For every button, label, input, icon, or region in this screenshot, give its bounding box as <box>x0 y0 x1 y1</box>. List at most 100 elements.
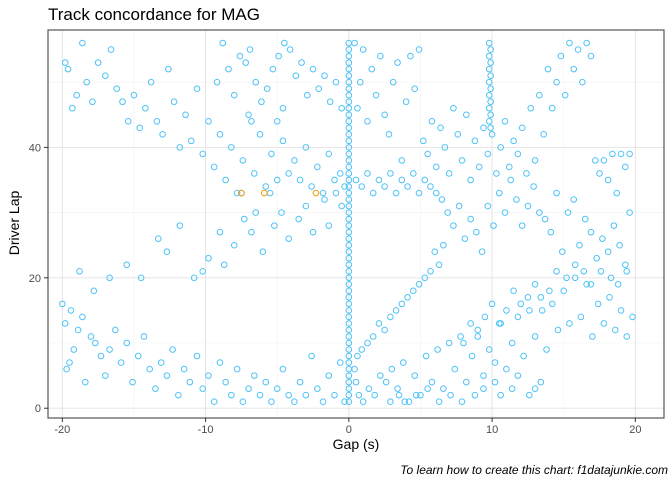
data-point <box>485 39 493 47</box>
data-point <box>487 111 494 119</box>
data-point <box>89 98 96 106</box>
data-point <box>616 241 623 249</box>
data-point <box>279 104 287 112</box>
data-point <box>73 91 80 99</box>
data-point <box>258 98 265 106</box>
data-point <box>70 346 78 353</box>
plot-panel <box>48 30 664 418</box>
data-point <box>358 183 366 190</box>
data-point <box>246 46 254 53</box>
data-point <box>411 85 419 92</box>
data-point <box>331 176 338 184</box>
data-point <box>250 170 258 177</box>
data-point <box>392 307 400 314</box>
data-point <box>345 170 353 177</box>
data-point <box>352 378 360 386</box>
data-point <box>507 176 515 184</box>
data-point <box>428 117 436 125</box>
data-point <box>458 398 466 405</box>
data-point <box>577 313 585 321</box>
data-point <box>345 326 353 334</box>
data-point <box>611 326 619 334</box>
data-point <box>61 320 69 327</box>
data-point <box>435 398 443 405</box>
data-point <box>102 372 109 379</box>
data-point <box>410 170 417 177</box>
data-point <box>345 46 353 53</box>
data-point <box>487 46 494 53</box>
data-point <box>205 254 212 262</box>
highlight-point <box>261 189 268 197</box>
data-point <box>468 352 476 360</box>
data-point <box>285 170 292 177</box>
data-point <box>524 294 532 301</box>
data-point <box>395 391 403 399</box>
data-point <box>491 378 499 386</box>
data-point <box>79 39 86 47</box>
data-point <box>513 196 520 203</box>
data-point <box>87 333 95 340</box>
data-point <box>345 254 353 262</box>
data-point <box>617 150 625 158</box>
data-point <box>190 274 198 282</box>
data-point <box>345 320 353 327</box>
data-point <box>291 157 298 164</box>
data-point <box>445 339 453 347</box>
data-point <box>382 378 390 386</box>
x-tick-label: -10 <box>198 424 214 436</box>
data-point <box>495 189 503 197</box>
data-point <box>129 378 136 386</box>
data-point <box>97 352 105 360</box>
data-point <box>219 39 227 47</box>
data-point <box>457 333 464 340</box>
data-point <box>617 307 625 314</box>
data-point <box>548 300 556 308</box>
data-point <box>485 65 493 73</box>
data-point <box>505 163 513 171</box>
data-point <box>404 294 411 301</box>
data-point <box>123 261 131 269</box>
data-point <box>216 131 224 138</box>
data-point <box>273 117 281 125</box>
data-point <box>398 176 406 184</box>
data-point <box>458 157 466 164</box>
data-point <box>345 385 353 392</box>
data-point <box>576 241 583 249</box>
data-point <box>205 117 212 125</box>
data-point <box>356 78 364 86</box>
y-tick-label: 20 <box>29 273 41 285</box>
data-point <box>514 313 522 321</box>
data-point <box>271 222 278 229</box>
data-point <box>345 59 353 66</box>
data-point <box>570 196 578 203</box>
data-point <box>321 72 328 79</box>
data-point <box>438 196 446 203</box>
data-point <box>325 150 333 158</box>
data-point <box>599 235 606 242</box>
data-point <box>61 59 69 66</box>
data-point <box>398 300 406 308</box>
data-point <box>488 300 496 308</box>
data-point <box>411 372 419 379</box>
data-point <box>523 170 530 177</box>
data-point <box>377 372 384 379</box>
data-point <box>402 98 410 106</box>
data-point <box>193 85 201 92</box>
data-point <box>117 359 125 366</box>
data-point <box>609 150 616 158</box>
data-point <box>381 111 388 119</box>
data-point <box>345 91 353 99</box>
data-point <box>364 339 371 347</box>
data-point <box>336 359 344 366</box>
data-point <box>626 150 633 158</box>
data-point <box>392 189 400 197</box>
data-point <box>544 65 552 73</box>
data-point <box>286 46 294 53</box>
data-point <box>422 352 430 360</box>
data-point <box>485 117 493 125</box>
data-point <box>336 170 344 177</box>
data-point <box>471 391 479 399</box>
data-point <box>186 378 194 386</box>
data-point <box>332 189 340 197</box>
data-point <box>503 365 510 373</box>
